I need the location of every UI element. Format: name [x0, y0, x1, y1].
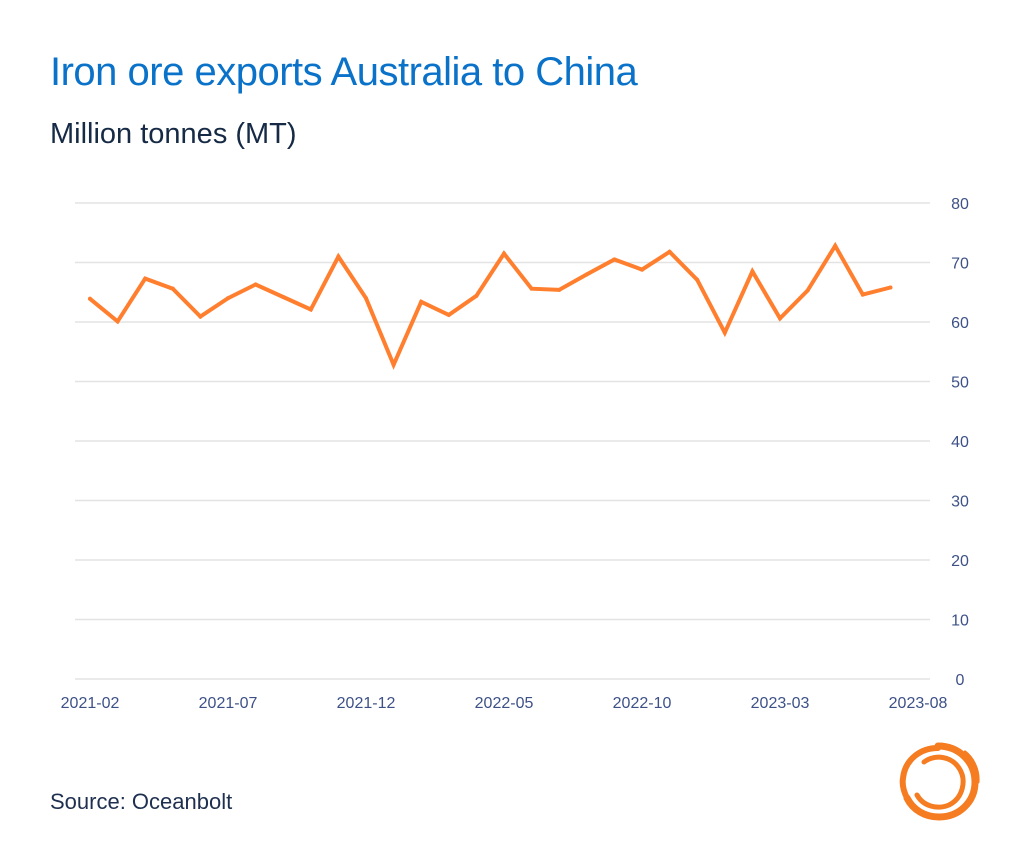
x-tick-label: 2022-05 — [475, 695, 534, 712]
data-point — [667, 249, 672, 254]
data-point — [143, 276, 148, 281]
y-tick-label: 20 — [951, 553, 969, 570]
chart-title: Iron ore exports Australia to China — [50, 50, 638, 94]
x-tick-label: 2023-03 — [751, 695, 810, 712]
y-tick-label: 80 — [951, 196, 969, 213]
data-point — [446, 312, 451, 317]
y-tick-label: 30 — [951, 494, 969, 511]
oceanbolt-logo-icon — [899, 742, 980, 821]
chart-subtitle: Million tonnes (MT) — [50, 118, 297, 150]
data-point — [336, 254, 341, 259]
data-point — [419, 299, 424, 304]
x-axis: 2021-02 2021-07 2021-12 2022-05 2022-10 2023-… — [61, 695, 948, 712]
data-point — [640, 267, 644, 272]
y-tick-label: 10 — [951, 613, 969, 630]
data-point — [502, 251, 506, 256]
data-point — [805, 288, 810, 293]
data-point — [391, 362, 396, 367]
y-tick-label: 40 — [951, 434, 969, 451]
data-point — [170, 286, 175, 291]
data-point — [557, 287, 562, 292]
data-point — [88, 296, 92, 301]
x-tick-label: 2021-12 — [337, 695, 396, 712]
data-point — [529, 286, 534, 291]
x-tick-label: 2023-08 — [889, 695, 948, 712]
data-point — [750, 269, 755, 274]
data-point — [860, 292, 865, 297]
data-point — [833, 243, 838, 248]
series-group — [88, 241, 893, 370]
series-line — [88, 241, 893, 370]
y-tick-label: 60 — [951, 315, 969, 332]
x-tick-label: 2021-02 — [61, 695, 120, 712]
data-point — [778, 316, 782, 321]
data-point — [308, 307, 313, 312]
y-axis: 0 10 20 30 40 50 60 70 80 — [951, 196, 969, 689]
data-point — [226, 296, 230, 301]
data-point — [722, 330, 727, 335]
x-tick-label: 2021-07 — [199, 695, 258, 712]
y-tick-label: 0 — [956, 672, 965, 689]
data-point — [474, 293, 479, 298]
data-point — [695, 277, 700, 282]
data-point — [364, 296, 368, 301]
data-point — [198, 314, 203, 319]
data-point — [584, 272, 589, 277]
data-point — [115, 319, 120, 324]
data-point — [253, 282, 258, 287]
gridlines — [75, 202, 930, 680]
x-tick-label: 2022-10 — [613, 695, 672, 712]
data-point — [281, 295, 286, 300]
y-tick-label: 70 — [951, 256, 969, 273]
data-point — [612, 257, 617, 262]
data-point — [888, 285, 893, 290]
source-note: Source: Oceanbolt — [50, 789, 233, 814]
y-tick-label: 50 — [951, 375, 969, 392]
